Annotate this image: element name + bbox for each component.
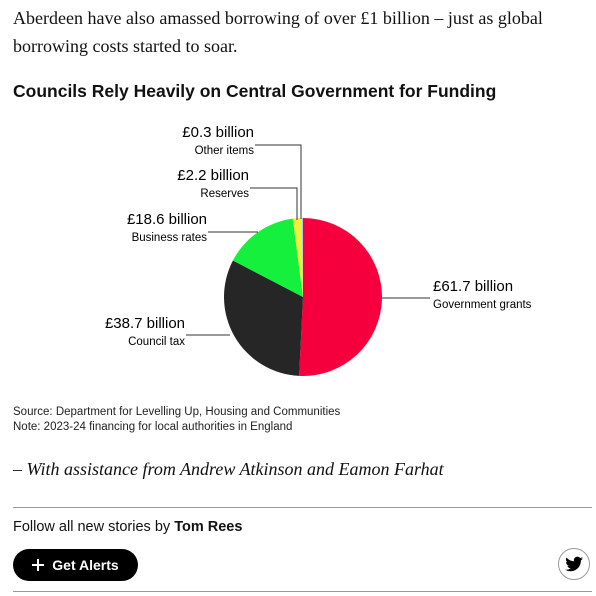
slice-category-label: Business rates (132, 232, 208, 244)
pie-slice (292, 218, 303, 297)
slice-category-label: Council tax (128, 336, 185, 348)
pie-slice (299, 218, 382, 376)
slice-category-label: Government grants (433, 299, 532, 311)
slice-value-label: £0.3 billion (182, 124, 254, 141)
slice-value-label: £61.7 billion (433, 278, 513, 295)
pie-slice (232, 218, 303, 297)
credit: – With assistance from Andrew Atkinson a… (13, 459, 444, 479)
twitter-share[interactable] (557, 547, 591, 581)
slice-value-label: £2.2 billion (177, 167, 249, 184)
slice-category-label: Other items (195, 145, 255, 157)
plus-icon (32, 559, 45, 571)
chart-title: Councils Rely Heavily on Central Governm… (13, 81, 497, 101)
slice-value-label: £38.7 billion (105, 315, 185, 332)
leader-line (250, 187, 298, 220)
divider (13, 591, 592, 592)
pie-slice (301, 218, 303, 297)
follow-text: Follow all new stories by (13, 519, 171, 535)
button-label: Get Alerts (52, 557, 119, 573)
article-paragraph: Aberdeen have also amassed borrowing of … (13, 8, 543, 56)
chart-note: Note: 2023-24 financing for local author… (13, 421, 293, 433)
get-alerts-button[interactable]: Get Alerts (13, 549, 138, 581)
divider (13, 507, 592, 508)
slice-category-label: Reserves (200, 188, 249, 200)
follow-line: Follow all new stories by Tom Rees (13, 519, 242, 535)
pie-slice (224, 260, 303, 376)
chart-source: Source: Department for Levelling Up, Hou… (13, 406, 341, 418)
slice-value-label: £18.6 billion (127, 211, 207, 228)
author-link[interactable]: Tom Rees (174, 519, 243, 535)
chart: £61.7 billion Government grants £38.7 bill… (105, 124, 532, 376)
leader-line (255, 144, 302, 219)
